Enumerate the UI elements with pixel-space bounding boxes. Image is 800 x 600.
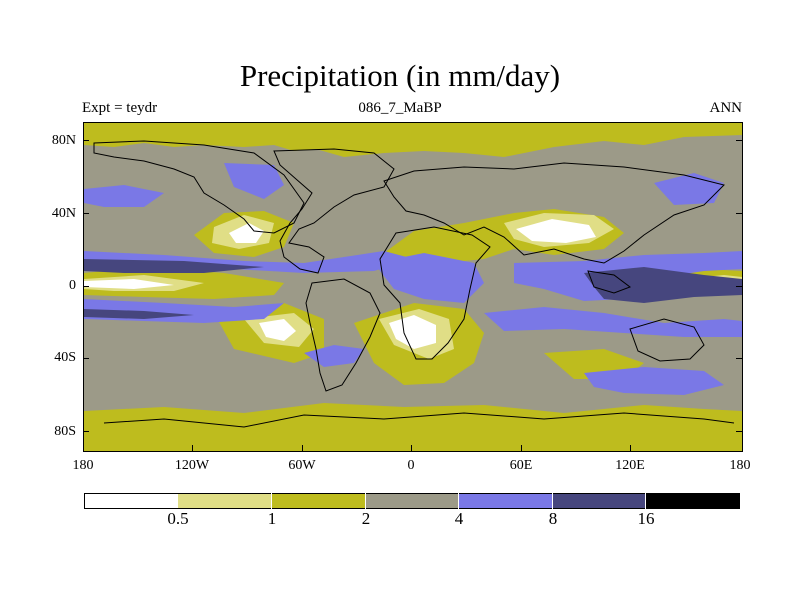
colorbar-box xyxy=(553,493,645,509)
precipitation-field xyxy=(84,123,742,451)
coastline-north-america xyxy=(93,140,305,234)
coastline-eurasia xyxy=(383,162,725,264)
x-tick-label: 180 xyxy=(72,458,94,473)
field-1-2 xyxy=(84,403,742,451)
field-4-8 xyxy=(304,345,364,367)
colorbar-label: 1 xyxy=(267,509,277,528)
map-title: Precipitation (in mm/day) xyxy=(239,58,561,93)
field-8-16 xyxy=(584,267,742,303)
coastline-south-america xyxy=(305,278,381,392)
x-tick-label: 180 xyxy=(729,458,751,473)
field-4-8 xyxy=(584,367,724,395)
colorbar-label: 0.5 xyxy=(167,509,189,528)
field-8-16 xyxy=(84,309,194,319)
coastline-north-america-east xyxy=(273,148,395,274)
period-label: 086_7_MaBP xyxy=(358,100,442,116)
colorbar-label: 8 xyxy=(548,509,558,528)
coastline-maritime xyxy=(587,270,632,294)
y-tick-label: 40S xyxy=(54,350,76,365)
field-lt-0.5 xyxy=(259,319,296,341)
colorbar-label: 2 xyxy=(361,509,371,528)
coastline-australia xyxy=(629,318,705,362)
field-8-16 xyxy=(84,259,264,273)
field-4-8 xyxy=(84,185,164,207)
y-tick-label: 40N xyxy=(51,206,76,221)
colorbar-box xyxy=(646,493,740,509)
field-4-8 xyxy=(374,253,484,303)
x-tick-label: 120E xyxy=(615,458,645,473)
colorbar-box xyxy=(178,493,271,509)
field-1-2 xyxy=(84,123,742,157)
experiment-label: Expt = teydr xyxy=(82,100,158,116)
colorbar-box xyxy=(272,493,365,509)
field-lt-0.5 xyxy=(389,315,436,349)
coastlines xyxy=(93,140,735,428)
field-lt-0.5 xyxy=(516,219,596,243)
field-lt-0.5 xyxy=(84,279,174,289)
colorbar-box xyxy=(366,493,458,509)
field-4-8 xyxy=(484,307,742,337)
colorbar-label: 16 xyxy=(637,509,655,528)
field-4-8 xyxy=(224,163,284,199)
x-tick-label: 60E xyxy=(509,458,533,473)
x-tick-label: 120W xyxy=(174,458,210,473)
field-4-8 xyxy=(84,251,414,273)
colorbar-label: 4 xyxy=(454,509,464,528)
y-tick-label: 0 xyxy=(69,278,76,293)
coastline-antarctica xyxy=(103,412,735,428)
y-tick-label: 80S xyxy=(54,424,76,439)
precipitation-map xyxy=(83,122,743,452)
coastline-africa xyxy=(379,226,491,360)
colorbar-box xyxy=(84,493,178,509)
y-tick-label: 80N xyxy=(51,133,76,148)
colorbar-box xyxy=(459,493,552,509)
field-lt-0.5 xyxy=(229,223,264,243)
x-tick-label: 60W xyxy=(288,458,316,473)
season-label: ANN xyxy=(709,100,743,116)
x-tick-label: 0 xyxy=(407,458,415,473)
